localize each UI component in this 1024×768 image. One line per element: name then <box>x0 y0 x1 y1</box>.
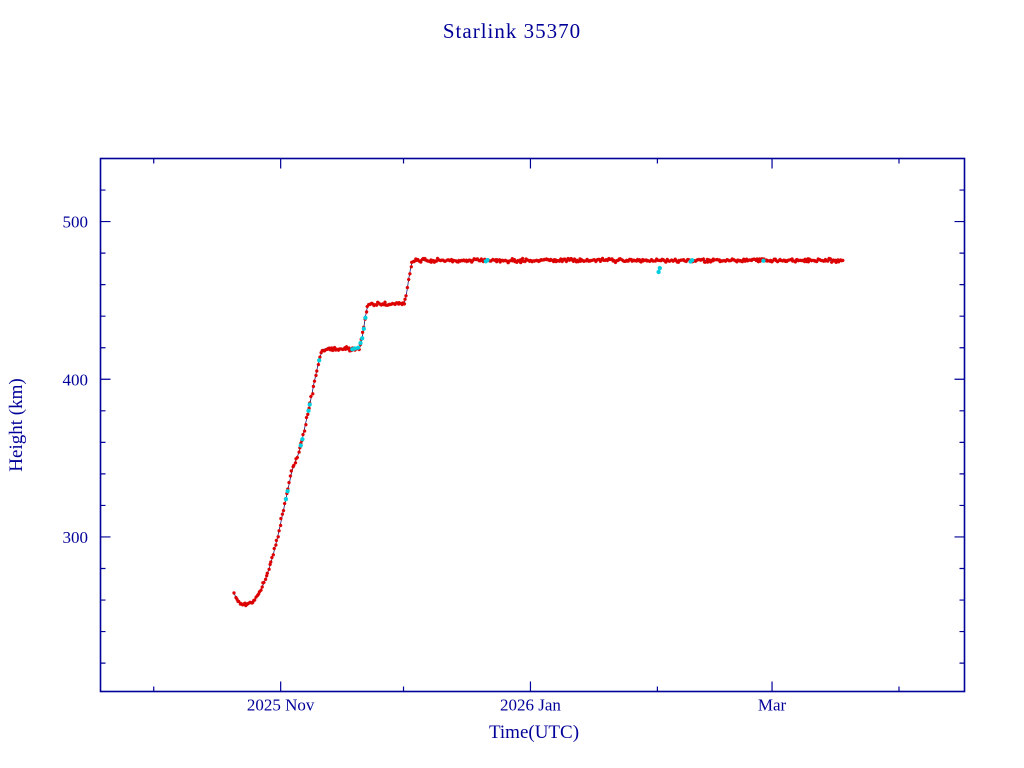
y-axis-label: Height (km) <box>6 378 27 471</box>
x-tick-label: Mar <box>758 696 787 715</box>
plot-area: 300 400 500 2025 Nov 2026 Jan Mar <box>63 157 966 715</box>
plot-frame <box>99 157 966 693</box>
tick-marks <box>100 158 965 692</box>
x-tick-label: 2025 Nov <box>247 696 315 715</box>
chart-title: Starlink 35370 <box>443 19 581 43</box>
axis-ticks <box>100 158 965 692</box>
y-tick-label: 500 <box>63 213 89 232</box>
y-tick-label: 300 <box>63 528 89 547</box>
data-series <box>232 256 845 608</box>
x-axis-label: Time(UTC) <box>489 722 579 743</box>
x-tick-label: 2026 Jan <box>500 696 561 715</box>
cyan-series-markers <box>283 258 766 502</box>
y-tick-label: 400 <box>63 370 89 389</box>
axis-tick-labels: 300 400 500 2025 Nov 2026 Jan Mar <box>63 213 787 715</box>
